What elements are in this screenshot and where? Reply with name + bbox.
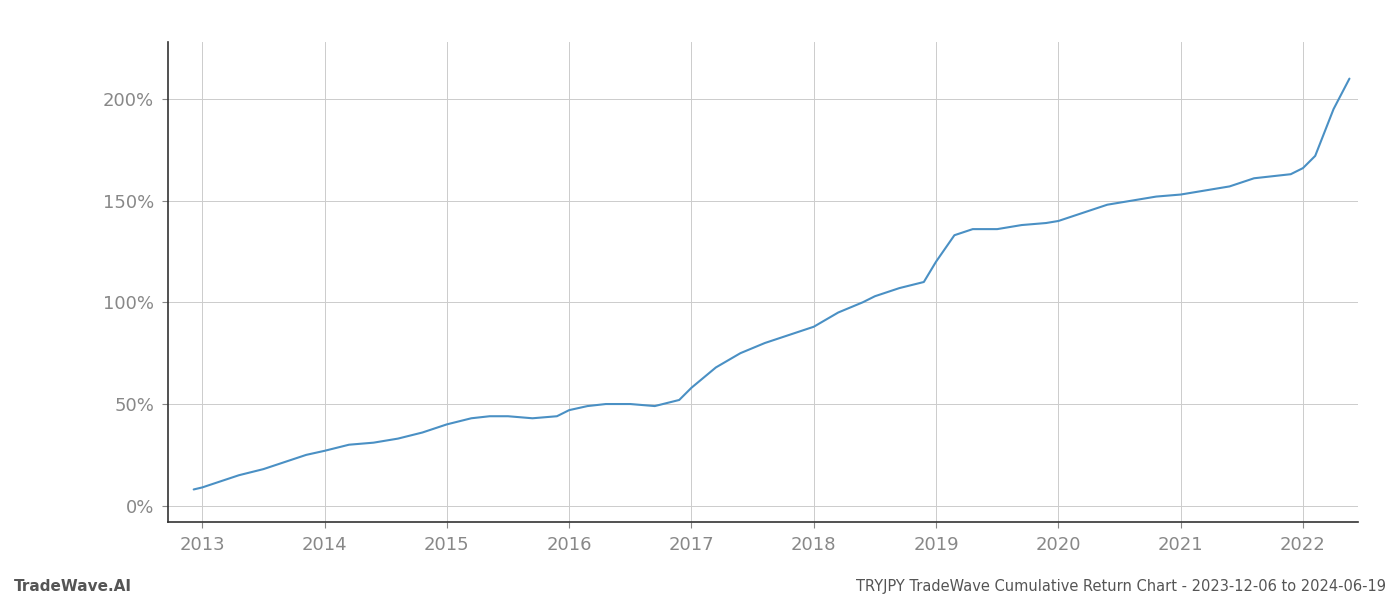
Text: TradeWave.AI: TradeWave.AI (14, 579, 132, 594)
Text: TRYJPY TradeWave Cumulative Return Chart - 2023-12-06 to 2024-06-19: TRYJPY TradeWave Cumulative Return Chart… (855, 579, 1386, 594)
